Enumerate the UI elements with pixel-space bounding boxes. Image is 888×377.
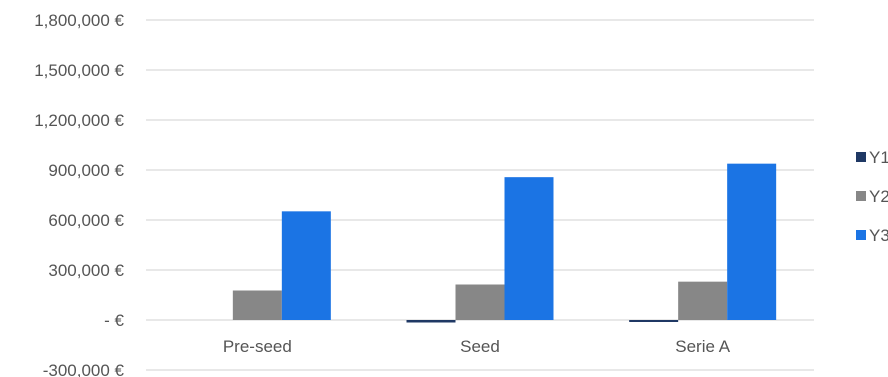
x-category-label: Seed <box>460 337 500 356</box>
bar-y2-seed <box>455 284 505 320</box>
bar-y1-seed <box>406 320 456 323</box>
legend-swatch-y3 <box>856 230 866 240</box>
x-axis-category-labels: Pre-seed Seed Serie A <box>223 337 731 356</box>
bar-y1-serie-a <box>629 320 679 322</box>
y-tick-label: - € <box>104 311 124 330</box>
x-category-label: Pre-seed <box>223 337 292 356</box>
legend-label-y2: Y2 <box>869 187 888 206</box>
bars <box>232 163 777 323</box>
y-tick-label: 300,000 € <box>48 261 124 280</box>
y-tick-label: 600,000 € <box>48 211 124 230</box>
legend-swatch-y2 <box>856 191 866 201</box>
bar-y3-serie-a <box>727 163 777 320</box>
y-tick-label: 1,200,000 € <box>34 111 124 130</box>
legend-label-y3: Y3 <box>869 226 888 245</box>
bar-y2-serie-a <box>678 281 728 320</box>
legend: Y1 Y2 Y3 <box>856 148 888 245</box>
y-axis-tick-labels: -300,000 € - € 300,000 € 600,000 € 900,000 €… <box>34 11 124 377</box>
bar-y3-pre-seed <box>281 211 331 320</box>
legend-label-y1: Y1 <box>869 148 888 167</box>
y-tick-label: 1,500,000 € <box>34 61 124 80</box>
bar-y2-pre-seed <box>232 290 282 320</box>
y-tick-label: 1,800,000 € <box>34 11 124 30</box>
bar-y3-seed <box>504 177 554 320</box>
legend-swatch-y1 <box>856 152 866 162</box>
x-category-label: Serie A <box>675 337 730 356</box>
y-tick-label: -300,000 € <box>43 361 125 377</box>
y-tick-label: 900,000 € <box>48 161 124 180</box>
